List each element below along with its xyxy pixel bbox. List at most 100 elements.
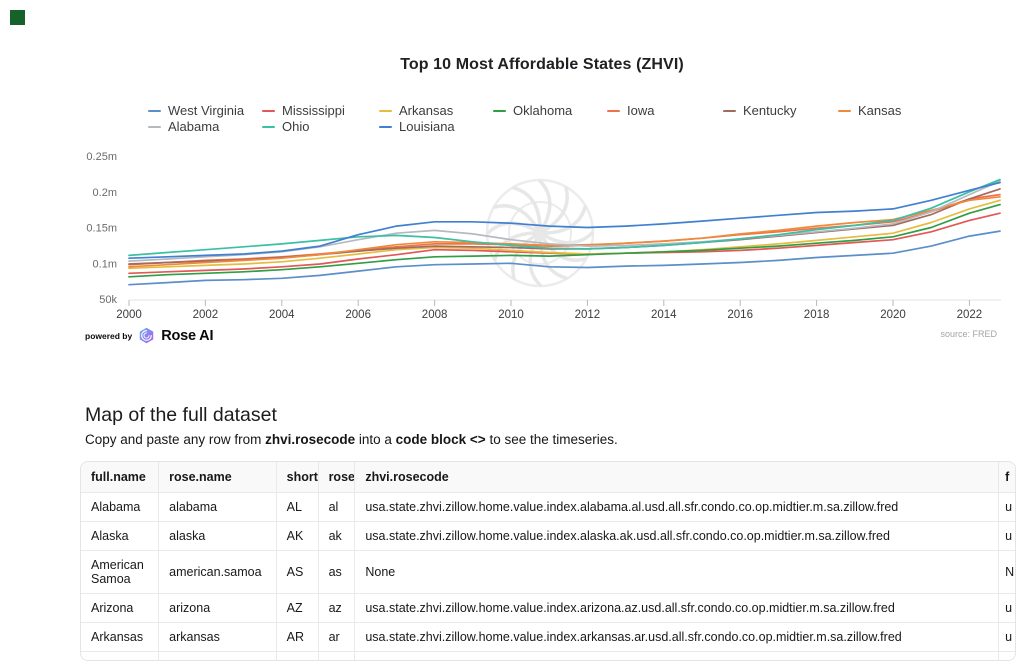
table-cell — [318, 651, 356, 660]
legend-label: Mississippi — [282, 103, 345, 118]
table-cell: ar — [318, 622, 356, 652]
legend-item-kansas[interactable]: Kansas — [838, 103, 953, 119]
table-cell: al — [318, 492, 356, 522]
legend-color-dash — [838, 110, 851, 112]
legend-label: Alabama — [168, 119, 220, 134]
y-axis-tick-label: 0.25m — [86, 151, 117, 163]
legend-color-dash — [723, 110, 736, 112]
legend-item-ohio[interactable]: Ohio — [262, 119, 379, 135]
x-axis-tick-label: 2002 — [193, 309, 219, 321]
legend-item-iowa[interactable]: Iowa — [607, 103, 723, 119]
brand-label: Rose AI — [161, 327, 214, 344]
x-axis-tick-label: 2004 — [269, 309, 295, 321]
legend-label: Kansas — [858, 103, 902, 118]
legend-label: Kentucky — [743, 103, 797, 118]
desc-text: Copy and paste any row from — [85, 432, 266, 447]
column-header-short: short — [276, 462, 319, 493]
green-marker — [10, 10, 25, 25]
x-axis-tick-label: 2014 — [651, 309, 677, 321]
x-axis-tick-label: 2000 — [116, 309, 142, 321]
chart-legend: West Virginia Mississippi Arkansas Oklahoma… — [148, 103, 953, 135]
column-header-rose: rose — [318, 462, 356, 493]
table-cell: az — [318, 593, 356, 623]
desc-text: into a — [355, 432, 396, 447]
table-cell: alabama — [158, 492, 277, 522]
series-line-west-virginia — [128, 230, 1001, 286]
x-axis-tick-label: 2016 — [727, 309, 753, 321]
table-cell: usa.state.zhvi.zillow.home.value.index.a… — [354, 593, 1000, 623]
legend-color-dash — [262, 126, 275, 128]
dataset-table: full.name rose.name short rose zhvi.rosecode… — [80, 461, 1016, 661]
desc-bold-rosecode: zhvi.rosecode — [265, 432, 356, 447]
legend-item-mississippi[interactable]: Mississippi — [262, 103, 379, 119]
table-cell: arizona — [158, 593, 277, 623]
table-cell — [354, 651, 1000, 660]
table-cell: AR — [276, 622, 319, 652]
table-cell: usa.state.zhvi.zillow.home.value.index.a… — [354, 521, 1000, 551]
chart-title: Top 10 Most Affordable States (ZHVI) — [400, 56, 684, 73]
legend-color-dash — [148, 110, 161, 112]
x-axis-tick-label: 2012 — [575, 309, 601, 321]
legend-item-kentucky[interactable]: Kentucky — [723, 103, 838, 119]
table-cell: arkansas — [158, 622, 277, 652]
table-cell: alaska — [158, 521, 277, 551]
y-axis-tick-label: 0.15m — [86, 223, 117, 235]
column-header-full-name: full.name — [81, 462, 160, 493]
table-cell: u — [998, 622, 1015, 652]
table-cell: AL — [276, 492, 319, 522]
table-cell: u — [998, 593, 1015, 623]
legend-color-dash — [379, 126, 392, 128]
table-row: American Samoa american.samoa AS as None N — [81, 550, 1015, 594]
legend-item-west-virginia[interactable]: West Virginia — [148, 103, 262, 119]
x-axis-tick-label: 2010 — [498, 309, 524, 321]
table-cell: usa.state.zhvi.zillow.home.value.index.a… — [354, 492, 1000, 522]
x-axis-tick-label: 2018 — [804, 309, 830, 321]
table-row: Alabama alabama AL al usa.state.zhvi.zillow.… — [81, 492, 1015, 522]
table-header-row: full.name rose.name short rose zhvi.rosecode… — [81, 462, 1015, 493]
table-cell: Alaska — [81, 521, 160, 551]
table-cell — [999, 652, 1015, 661]
legend-label: Ohio — [282, 119, 310, 134]
legend-item-arkansas[interactable]: Arkansas — [379, 103, 493, 119]
column-header-f: f — [998, 462, 1015, 493]
legend-color-dash — [493, 110, 506, 112]
table-row: Arizona arizona AZ az usa.state.zhvi.zillow.… — [81, 593, 1015, 623]
y-axis-tick-label: 50k — [99, 294, 117, 306]
rose-watermark-icon — [485, 178, 595, 288]
legend-label: Arkansas — [399, 103, 454, 118]
section-description: Copy and paste any row from zhvi.rosecod… — [85, 432, 618, 447]
column-header-zhvi-rosecode: zhvi.rosecode — [354, 462, 1000, 493]
table-cell — [81, 651, 160, 660]
desc-text: to see the timeseries. — [485, 432, 618, 447]
legend-label: Louisiana — [399, 119, 455, 134]
table-cell: None — [354, 550, 1000, 594]
table-cell — [158, 651, 277, 660]
section-heading: Map of the full dataset — [85, 404, 277, 426]
legend-item-oklahoma[interactable]: Oklahoma — [493, 103, 607, 119]
legend-color-dash — [379, 110, 392, 112]
legend-color-dash — [148, 126, 161, 128]
table-cell — [276, 651, 319, 660]
powered-by-brand[interactable]: powered by Rose AI — [85, 327, 213, 344]
series-line-ohio — [128, 178, 1001, 257]
desc-bold-codeblock: code block <> — [395, 432, 486, 447]
table-cell: usa.state.zhvi.zillow.home.value.index.a… — [354, 622, 1000, 652]
table-cell: american.samoa — [158, 550, 277, 594]
y-axis-tick-label: 0.2m — [93, 187, 117, 199]
rose-ai-logo-icon — [140, 327, 154, 344]
legend-item-louisiana[interactable]: Louisiana — [379, 119, 493, 135]
table-cell: N — [998, 550, 1015, 594]
table-cell: Arkansas — [81, 622, 160, 652]
x-axis-tick-label: 2020 — [880, 309, 906, 321]
table-cell: u — [998, 521, 1015, 551]
x-axis-tick-label: 2006 — [345, 309, 371, 321]
series-line-arkansas — [128, 199, 1001, 270]
legend-item-alabama[interactable]: Alabama — [148, 119, 262, 135]
x-axis-tick-label: 2008 — [422, 309, 448, 321]
legend-label: West Virginia — [168, 103, 245, 118]
series-line-oklahoma — [128, 203, 1001, 278]
series-line-louisiana — [128, 181, 1001, 260]
y-axis-tick-label: 0.1m — [93, 258, 117, 270]
table-cell: AS — [276, 550, 319, 594]
table-row: Alaska alaska AK ak usa.state.zhvi.zillow.ho… — [81, 521, 1015, 551]
